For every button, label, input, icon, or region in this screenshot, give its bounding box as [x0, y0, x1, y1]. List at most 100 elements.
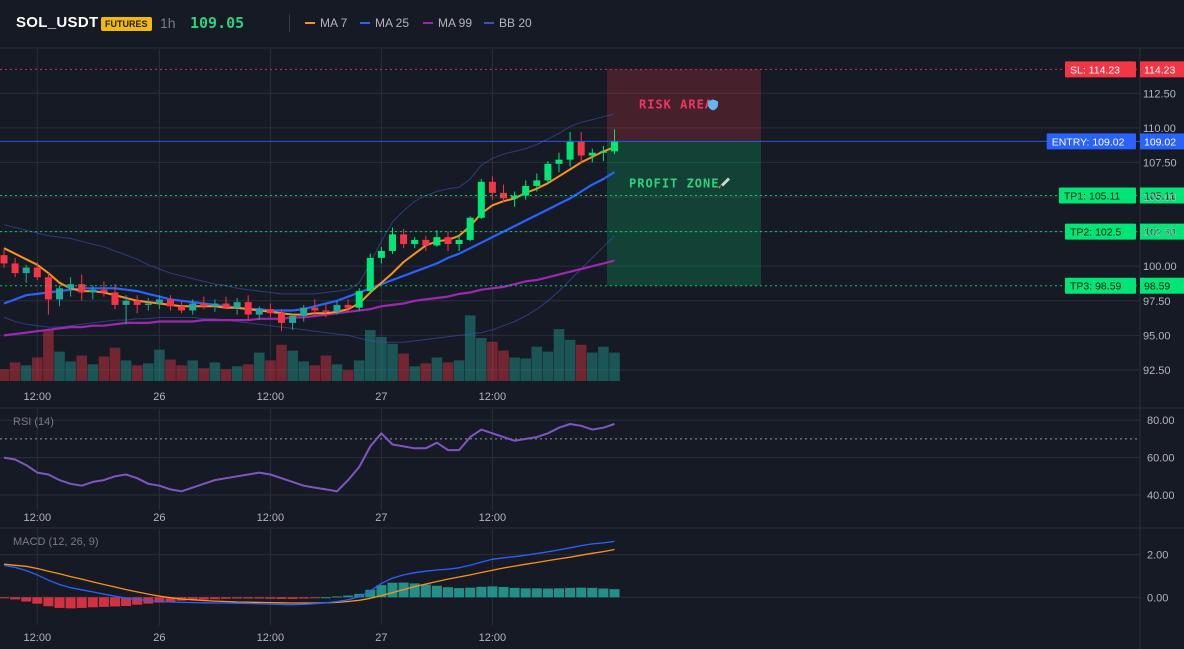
macd-histogram-bar [498, 587, 509, 598]
level-price-tag [1140, 187, 1184, 204]
volume-bar [76, 355, 87, 381]
macd-histogram-bar [76, 597, 87, 608]
candle-body [444, 237, 452, 245]
x-tick-label: 12:00 [479, 632, 507, 644]
symbol-name[interactable]: SOL_USDT [16, 14, 99, 31]
candle-body [155, 299, 163, 304]
volume-bar [54, 351, 65, 381]
macd-histogram-bar [609, 589, 620, 598]
macd-histogram-bar [198, 597, 209, 600]
macd-histogram-bar [287, 597, 298, 599]
candle-body [33, 267, 41, 278]
macd-histogram-bar [254, 597, 265, 599]
legend-ma7[interactable]: MA 7 [305, 16, 347, 30]
volume-bar [353, 360, 365, 381]
candle-body [511, 195, 519, 199]
volume-bar [242, 364, 254, 381]
y-tick-label: 95.00 [1143, 330, 1171, 342]
level-tag [1065, 61, 1136, 78]
level-tag [1065, 277, 1136, 294]
candle-body [189, 303, 197, 311]
volume-bar [487, 341, 498, 381]
legend-swatch [305, 22, 315, 24]
volume-bar [376, 336, 387, 381]
volume-bar [442, 362, 454, 381]
volume-bars [0, 315, 620, 381]
axis-labels: 12:00 12:00 12:00 26 26 26 12:00 12:00 12:00 27 27… [24, 88, 1177, 644]
volume-bar [531, 346, 543, 381]
volume-bar [509, 357, 520, 381]
candle-body [322, 310, 330, 312]
indicator-lines [3, 113, 616, 343]
legend-bb20[interactable]: BB 20 [484, 16, 532, 30]
x-tick-label: 12:00 [479, 512, 507, 524]
y-tick-label: 105.00 [1143, 192, 1177, 204]
candle-body [300, 307, 308, 316]
macd-pane[interactable]: 2.00 0.00 MACD (12, 26, 9) [0, 536, 1168, 609]
legend-label: MA 7 [320, 16, 348, 30]
volume-bar [409, 366, 420, 381]
volume-bar [231, 366, 243, 381]
rocket-icon [718, 177, 730, 189]
volume-bar [131, 365, 143, 381]
macd-histogram-bar [65, 597, 76, 609]
macd-histogram-bar [465, 587, 476, 598]
macd-histogram-bar [387, 582, 398, 598]
level-tag [1058, 187, 1136, 204]
rsi-y-tick-label: 40.00 [1147, 490, 1175, 502]
volume-bar [209, 362, 221, 381]
x-tick-label: 12:00 [479, 391, 507, 403]
legend-ma25[interactable]: MA 25 [360, 16, 409, 30]
volume-bar [32, 357, 43, 381]
candle-body [167, 299, 174, 307]
macd-histogram-bar [265, 597, 276, 599]
candle-body [255, 309, 263, 315]
macd-histogram-bar [43, 597, 54, 607]
rsi-line [3, 423, 615, 493]
trade-zones: RISK AREA PROFIT ZONE [607, 69, 761, 286]
macd-histogram-bar [365, 589, 376, 598]
y-tick-label: 100.00 [1143, 261, 1177, 273]
candle-body [56, 288, 63, 300]
legend-ma99[interactable]: MA 99 [423, 16, 472, 30]
candle-body [211, 303, 219, 307]
x-tick-label: 12:00 [24, 632, 52, 644]
candle-body [488, 181, 496, 193]
volume-bar [331, 364, 343, 381]
candle-body [599, 151, 607, 153]
macd-histogram-bar [110, 597, 120, 607]
x-tick-label: 12:00 [257, 512, 285, 524]
candle-body [355, 291, 363, 308]
volume-bar [398, 353, 409, 381]
candle-body [311, 307, 319, 311]
x-tick-label: 12:00 [257, 391, 285, 403]
rsi-title: RSI (14) [13, 416, 54, 428]
candle-body [555, 159, 563, 164]
volume-bar [154, 349, 165, 381]
macd-histogram-bar [154, 597, 165, 603]
timeframe-selector[interactable]: 1h [160, 15, 176, 31]
rsi-pane[interactable]: 80.00 60.00 40.00 RSI (14) [0, 415, 1175, 502]
candle-body [577, 141, 585, 156]
volume-bar [9, 362, 21, 381]
macd-histogram-bar [132, 597, 143, 605]
candle-body [289, 315, 297, 323]
candle-body [244, 302, 252, 315]
macd-histogram-bar [298, 597, 309, 599]
candle-body [588, 152, 596, 156]
volume-bar [320, 355, 332, 381]
macd-histogram-bar [10, 597, 21, 600]
y-tick-label: 97.50 [1143, 296, 1171, 308]
candles [0, 129, 618, 332]
macd-histogram-bar [343, 595, 354, 598]
volume-bar [564, 339, 576, 381]
bb-upper-band [3, 113, 615, 295]
macd-histogram-bar [276, 597, 287, 599]
macd-histogram-bar [520, 588, 531, 598]
volume-bar [0, 369, 10, 381]
level-tag-label: ENTRY: 109.02 [1052, 136, 1125, 148]
candle-body [178, 306, 186, 311]
candle-body [100, 289, 108, 293]
macd-histogram-bar [420, 584, 431, 598]
